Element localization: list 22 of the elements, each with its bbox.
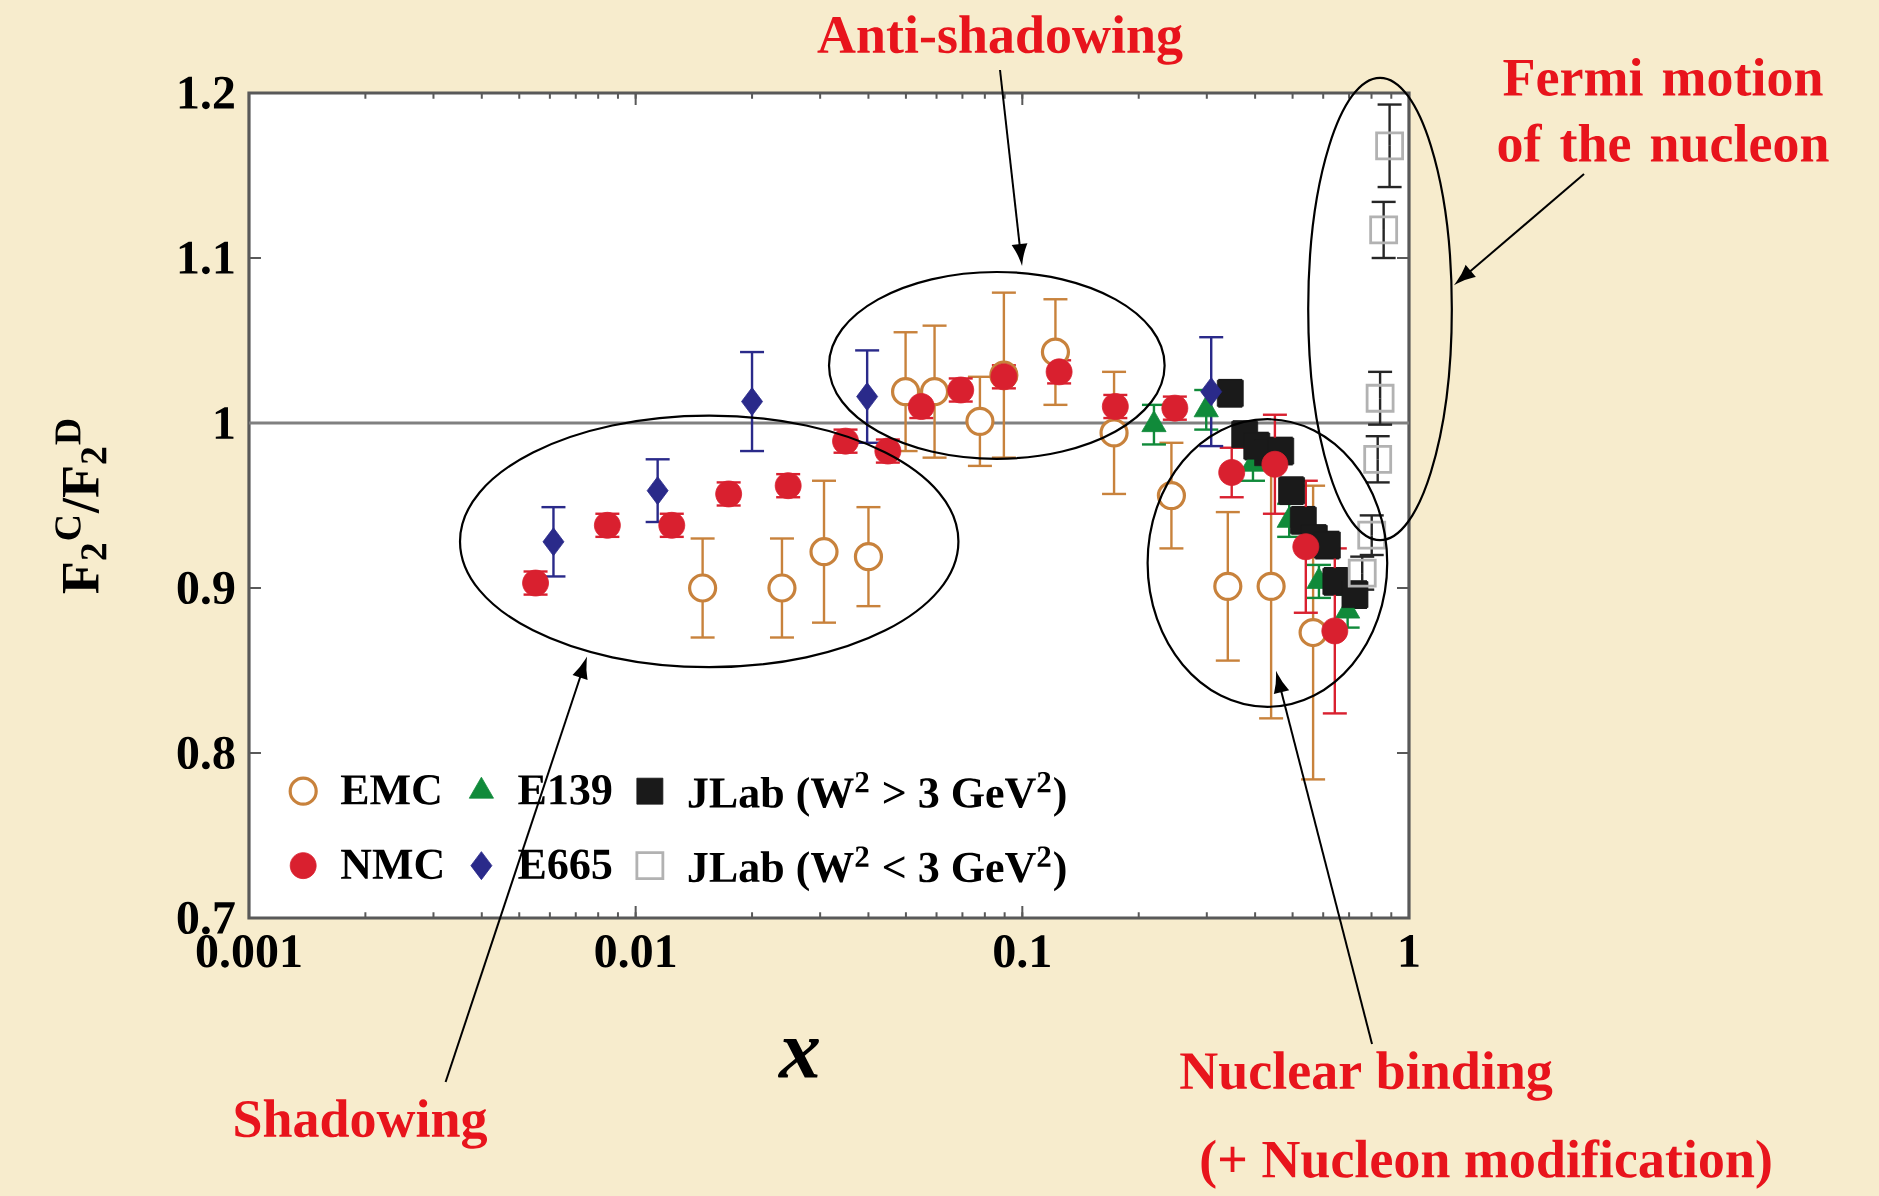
- text: Shadowing: [235, 1099, 488, 1149]
- y-tick-label: 0.8: [177, 736, 235, 770]
- legend-label: EMC: [340, 775, 440, 805]
- x-tick-label: 0.001: [196, 935, 301, 968]
- x-tick-label: 0.1: [994, 935, 1050, 968]
- text: Nuclear binding: [1180, 1051, 1553, 1101]
- x-tick-label: 1: [1400, 935, 1419, 967]
- y-tick-label: 1: [215, 407, 234, 439]
- y-tick-label: 1.2: [179, 76, 234, 110]
- text: Anti-shadowing: [817, 15, 1183, 65]
- y-tick-label: 1.1: [179, 241, 234, 275]
- legend-label: E665: [518, 849, 612, 880]
- y-tick-label: 0.7: [177, 901, 235, 935]
- text: Fermi motion of the nucleon: [1498, 57, 1829, 163]
- y-axis-title: F$_{2}$$^{C}$/F$_{2}$D: [55, 419, 107, 594]
- text: (+ Nucleon modification): [1201, 1139, 1771, 1189]
- x-axis-title: x: [777, 1038, 819, 1078]
- legend-label: JLab (W$^{2}$ < 3 GeV$^{2}$): [688, 846, 1066, 892]
- y-tick-label: 0.9: [177, 571, 235, 605]
- x-tick-label: 0.01: [595, 935, 676, 968]
- legend-label: NMC: [341, 849, 442, 880]
- legend-label: JLab (W$^{2}$ > 3 GeV$^{2}$): [688, 771, 1066, 817]
